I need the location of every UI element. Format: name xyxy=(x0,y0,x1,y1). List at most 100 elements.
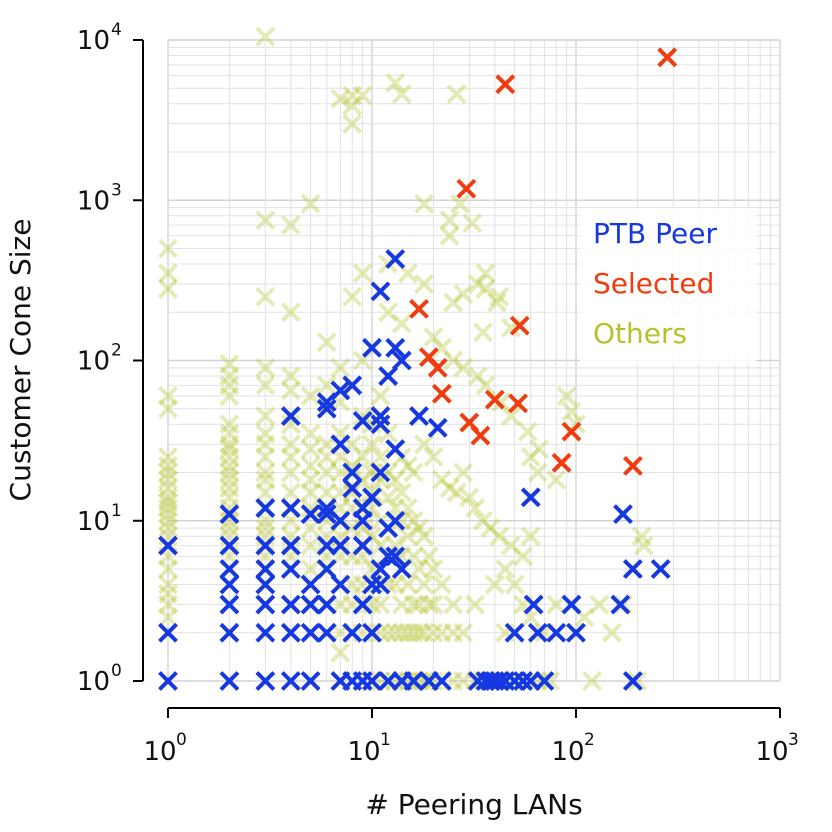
point-others xyxy=(398,455,418,476)
point-others xyxy=(330,482,351,503)
point-others xyxy=(561,401,582,422)
point-others xyxy=(316,332,337,353)
point-others xyxy=(467,274,488,294)
point-others xyxy=(255,357,276,378)
point-ptb-peer xyxy=(431,671,452,691)
point-others xyxy=(158,492,178,513)
point-others xyxy=(158,462,178,483)
y-tick-label-exponent: 2 xyxy=(111,341,122,361)
point-ptb-peer xyxy=(370,559,391,579)
point-ptb-peer xyxy=(352,510,373,531)
point-selected xyxy=(551,452,572,473)
x-tick-label-exponent: 1 xyxy=(380,730,391,750)
point-others xyxy=(378,462,399,483)
point-selected xyxy=(495,74,516,95)
point-others xyxy=(480,518,501,538)
point-others xyxy=(431,337,452,358)
point-others xyxy=(633,535,654,556)
point-others xyxy=(431,574,452,595)
point-others xyxy=(255,210,276,231)
point-others xyxy=(370,594,391,615)
point-selected xyxy=(470,425,491,446)
point-others xyxy=(465,498,485,518)
point-ptb-peer xyxy=(219,671,240,691)
point-others xyxy=(352,406,373,426)
point-others xyxy=(391,510,412,531)
point-others xyxy=(219,386,240,406)
point-ptb-peer xyxy=(330,434,351,455)
point-selected xyxy=(431,383,452,404)
point-others xyxy=(520,447,541,467)
point-others xyxy=(513,546,533,567)
point-ptb-peer xyxy=(280,406,301,426)
point-ptb-peer xyxy=(255,535,276,556)
point-ptb-peer xyxy=(342,622,363,643)
point-others xyxy=(467,366,488,386)
x-tick-label-exponent: 0 xyxy=(176,730,187,750)
point-others xyxy=(158,518,178,538)
y-tick-label: 10 xyxy=(77,347,110,377)
point-ptb-peer xyxy=(352,594,373,615)
point-ptb-peer xyxy=(219,504,240,525)
point-ptb-peer xyxy=(352,535,373,556)
point-others xyxy=(219,510,240,531)
point-others xyxy=(342,482,363,503)
point-ptb-peer xyxy=(391,350,412,371)
point-ptb-peer xyxy=(561,594,582,615)
point-others xyxy=(300,386,321,406)
point-others xyxy=(255,447,276,467)
point-others xyxy=(398,622,418,643)
point-ptb-peer xyxy=(280,671,301,691)
point-selected xyxy=(409,298,429,319)
point-others xyxy=(158,574,178,595)
point-others xyxy=(414,526,434,547)
y-axis-label: Customer Cone Size xyxy=(4,219,37,502)
point-others xyxy=(362,462,382,483)
point-others xyxy=(453,671,474,691)
point-others xyxy=(300,193,321,214)
point-others xyxy=(370,447,391,467)
point-others xyxy=(423,594,444,615)
point-others xyxy=(158,263,178,284)
point-others xyxy=(391,84,412,104)
point-others xyxy=(330,357,351,378)
legend: PTB Peer Selected Others xyxy=(593,217,717,350)
point-others xyxy=(409,518,429,538)
point-others xyxy=(378,487,399,508)
point-ptb-peer xyxy=(255,594,276,615)
y-tick-label: 10 xyxy=(77,26,110,56)
point-ptb-peer xyxy=(342,375,363,396)
point-others xyxy=(280,380,301,401)
point-others xyxy=(158,504,178,525)
point-ptb-peer xyxy=(385,337,406,358)
point-others xyxy=(352,350,373,371)
point-others xyxy=(280,414,301,435)
point-others xyxy=(300,423,321,444)
point-others xyxy=(370,469,391,490)
point-others xyxy=(414,193,434,214)
point-ptb-peer xyxy=(342,462,363,483)
point-ptb-peer xyxy=(280,622,301,643)
point-others xyxy=(219,462,240,483)
point-ptb-peer xyxy=(385,249,406,269)
point-others xyxy=(158,455,178,476)
point-others xyxy=(219,447,240,467)
point-ptb-peer xyxy=(370,281,391,302)
point-others xyxy=(517,421,538,442)
x-tick-label: 10 xyxy=(755,737,788,767)
point-others xyxy=(540,671,561,691)
point-others xyxy=(158,386,178,406)
point-selected xyxy=(456,178,477,199)
axis-ticks: 10 0 10 1 10 2 10 310 010 110 210 310 4 xyxy=(77,20,799,767)
point-others xyxy=(459,487,480,508)
point-others xyxy=(582,671,603,691)
point-others xyxy=(352,518,373,538)
point-selected xyxy=(657,47,678,68)
point-selected xyxy=(561,421,582,442)
point-others xyxy=(342,85,363,106)
point-ptb-peer xyxy=(300,594,321,615)
point-others xyxy=(255,469,276,490)
point-ptb-peer xyxy=(391,559,412,579)
point-others xyxy=(300,439,321,460)
point-ptb-peer xyxy=(546,622,567,643)
